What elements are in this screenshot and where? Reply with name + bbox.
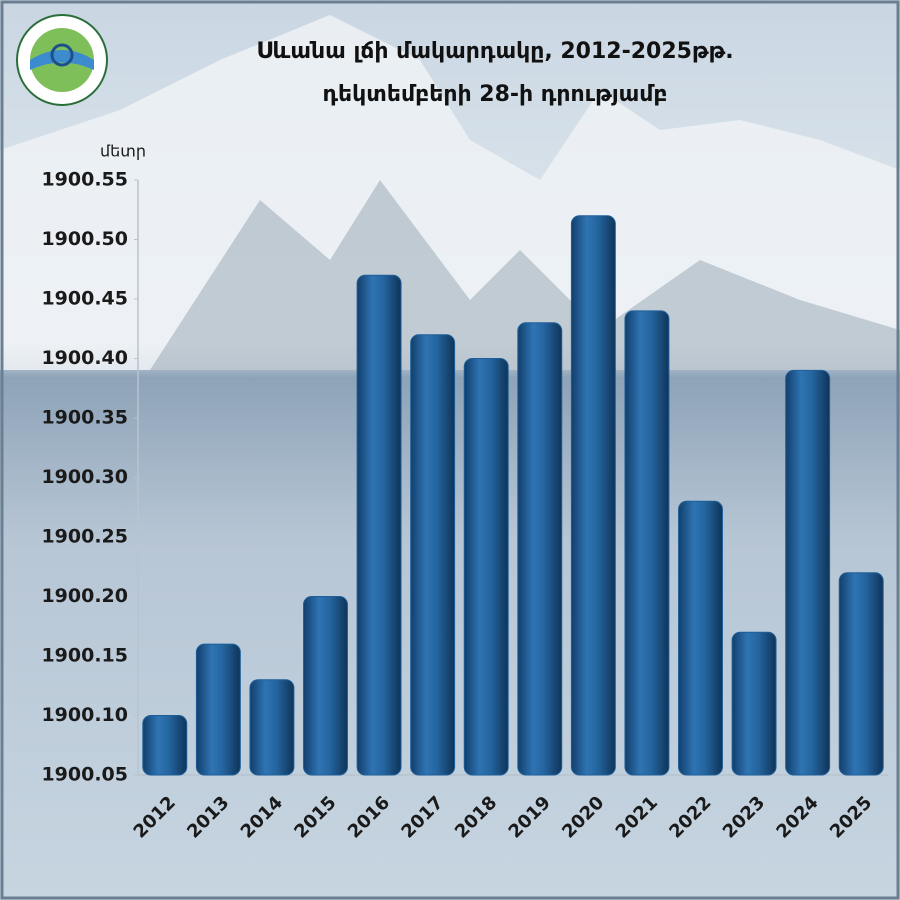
bar — [678, 500, 723, 776]
mountains — [0, 15, 900, 370]
y-tick-label: 1900.05 — [41, 764, 128, 786]
chart-subtitle: դեկտեմբերի 28-ի դրությամբ — [322, 82, 667, 107]
bar — [517, 322, 563, 776]
y-tick-label: 1900.30 — [41, 466, 128, 488]
y-axis-label: մետր — [100, 142, 146, 161]
bar — [624, 310, 670, 776]
y-tick-label: 1900.45 — [41, 288, 128, 310]
bar — [463, 358, 509, 776]
bar — [249, 679, 295, 776]
y-tick-label: 1900.10 — [41, 704, 128, 726]
bar — [142, 715, 188, 776]
y-tick-label: 1900.20 — [41, 585, 128, 607]
logo — [16, 14, 108, 106]
bar — [570, 215, 616, 776]
y-tick-label: 1900.55 — [41, 169, 128, 191]
chart-title: Սևանա լճի մակարդակը, 2012-2025թթ. — [256, 39, 733, 64]
bar — [785, 369, 831, 776]
y-tick-label: 1900.50 — [41, 228, 128, 250]
bar — [838, 572, 884, 776]
y-tick-label: 1900.25 — [41, 526, 128, 548]
y-tick-label: 1900.40 — [41, 347, 128, 369]
bar — [356, 274, 402, 776]
bar — [195, 643, 241, 776]
bar — [303, 596, 348, 776]
y-tick-label: 1900.35 — [41, 407, 128, 429]
bar — [410, 334, 456, 776]
mountain-shadows — [150, 180, 900, 370]
bar — [731, 631, 777, 776]
y-tick-label: 1900.15 — [41, 645, 128, 667]
